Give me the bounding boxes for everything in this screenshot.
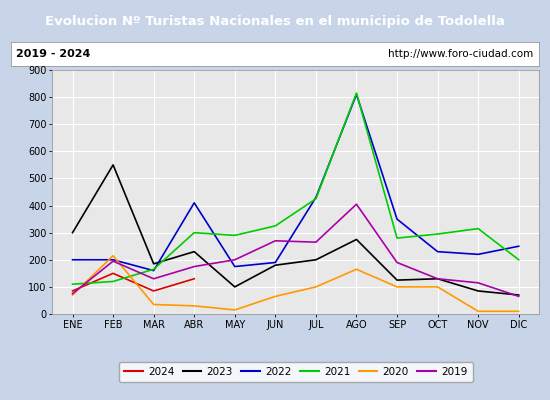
Text: 2019 - 2024: 2019 - 2024 xyxy=(16,49,91,59)
Legend: 2024, 2023, 2022, 2021, 2020, 2019: 2024, 2023, 2022, 2021, 2020, 2019 xyxy=(119,362,472,382)
Text: Evolucion Nº Turistas Nacionales en el municipio de Todolella: Evolucion Nº Turistas Nacionales en el m… xyxy=(45,14,505,28)
Text: http://www.foro-ciudad.com: http://www.foro-ciudad.com xyxy=(388,49,534,59)
